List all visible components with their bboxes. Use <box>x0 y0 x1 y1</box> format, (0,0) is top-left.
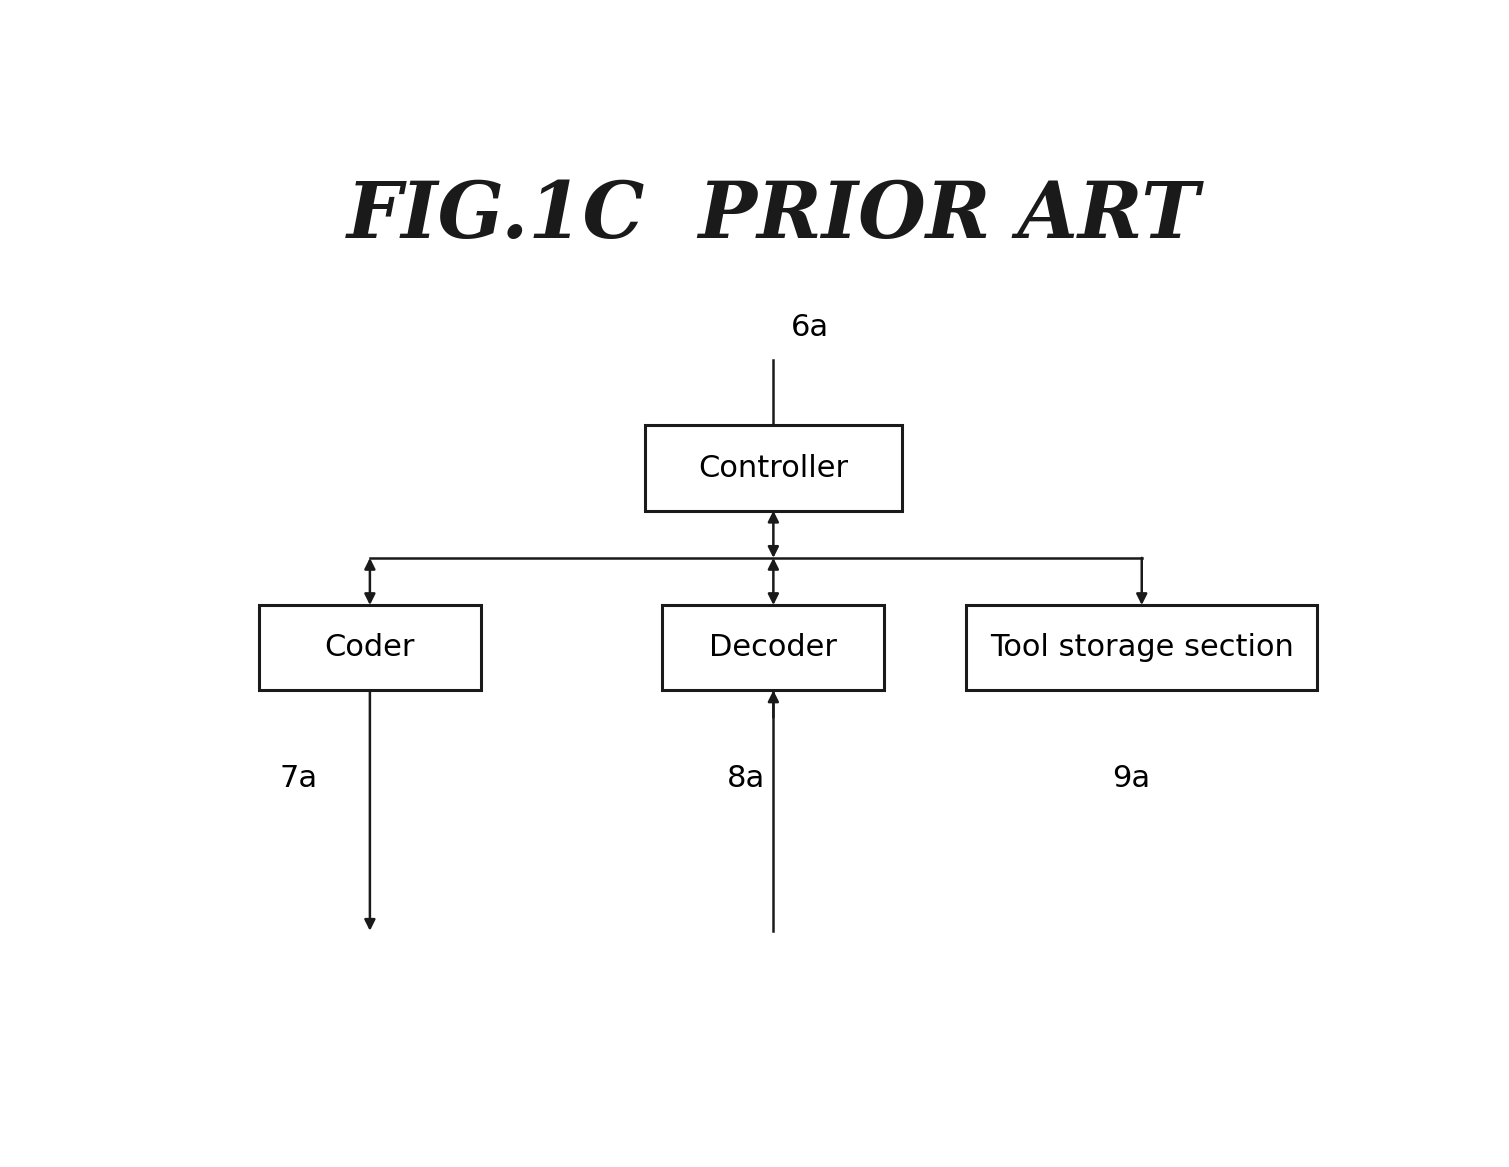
Text: FIG.1C  PRIOR ART: FIG.1C PRIOR ART <box>347 179 1200 254</box>
Bar <box>966 605 1317 691</box>
Text: Controller: Controller <box>699 454 848 482</box>
Text: 7a: 7a <box>279 763 318 792</box>
Text: Tool storage section: Tool storage section <box>990 634 1293 662</box>
Bar <box>644 425 902 511</box>
Bar <box>662 605 884 691</box>
Bar <box>260 605 481 691</box>
Text: Coder: Coder <box>324 634 415 662</box>
Text: 9a: 9a <box>1112 763 1151 792</box>
Text: Decoder: Decoder <box>709 634 837 662</box>
Text: 8a: 8a <box>727 763 765 792</box>
Text: 6a: 6a <box>791 313 828 342</box>
